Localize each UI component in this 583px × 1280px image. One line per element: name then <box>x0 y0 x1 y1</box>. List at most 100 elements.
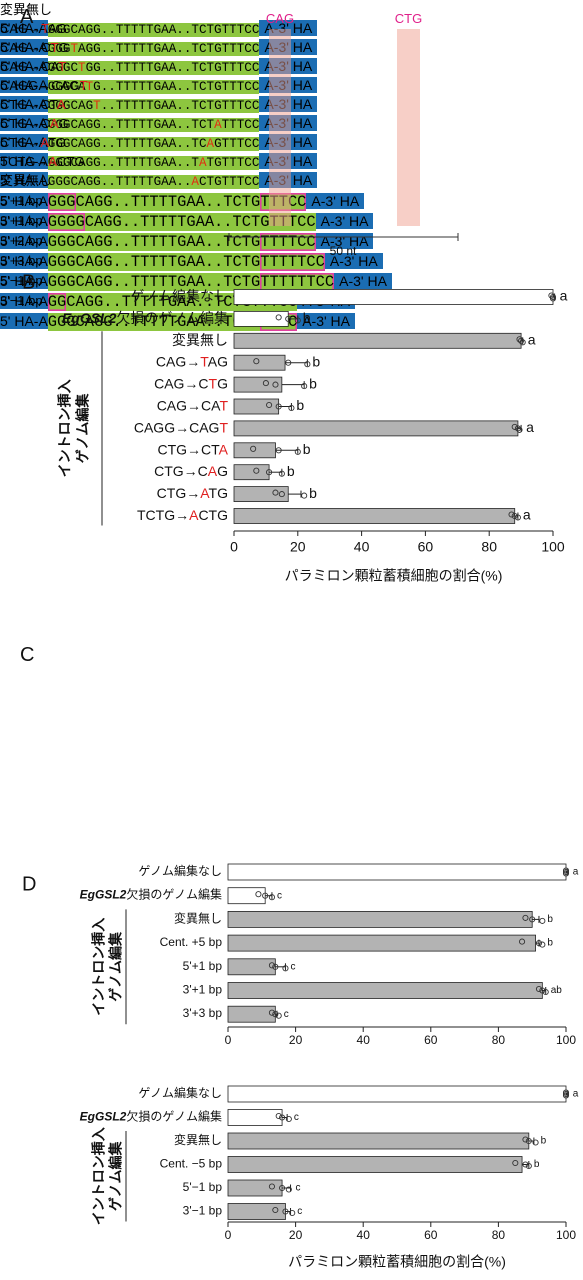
data-point <box>279 1184 286 1192</box>
x-tick-label: 0 <box>225 1228 232 1242</box>
sequence-row: 3'+3 bp 5' HA-AGGGCAGG..TTTTTGAA..TCTGTTT… <box>0 251 583 291</box>
category-label: EgGSL2欠損のゲノム編集 <box>62 310 228 326</box>
row-name: 5'−1 bp <box>0 273 43 288</box>
panel-label: C <box>20 644 35 666</box>
sequence: 5' HA-AGGGCAGG..TTTTTGAA..TCTGTTTCC A-3' … <box>0 191 583 211</box>
sequence-part: A <box>191 175 199 189</box>
significance-letter: a <box>526 419 534 435</box>
sequence-part: GGGCAGG..TTTTTGAA..TC <box>47 137 207 151</box>
sequence-part: GGGCA <box>47 80 86 94</box>
category-label-part: 3'+1 bp <box>183 983 223 997</box>
row-name-part: CTG→CT <box>0 97 57 112</box>
insert-region: GGGCATG..TTTTTGAA..TCTGTTTCC <box>47 80 260 94</box>
data-point <box>275 403 282 410</box>
data-point <box>272 381 279 388</box>
homology-arm-left: 5' HA-A <box>0 233 48 249</box>
scale-bar: 50 nt <box>228 233 459 258</box>
significance-letter: c <box>297 1206 302 1217</box>
data-point <box>294 317 301 324</box>
category-label-part: EgGSL2 <box>80 1110 127 1124</box>
error-bar <box>275 963 286 971</box>
error-bar <box>532 915 540 923</box>
data-point <box>514 514 521 521</box>
row-name-part: CAG→CA <box>0 59 59 74</box>
bar <box>227 982 543 999</box>
category-label: EgGSL2欠損のゲノム編集 <box>80 1109 222 1124</box>
scale-label: 50 nt <box>330 244 357 258</box>
insert-region: GGGCAGG..TTTTTGAA..TATGTTTCC <box>47 156 260 170</box>
significance-letter: b <box>547 938 553 949</box>
category-label-part: A <box>189 507 199 523</box>
data-point <box>285 1186 292 1193</box>
insert-region: GGGCAGG..TTTTTGAA..TCTGTTTCC <box>47 23 260 37</box>
data-point <box>288 404 295 412</box>
sequence-part: GGGCAGG..TTTTTGAA..TCTG <box>47 233 261 251</box>
data-point <box>282 1208 289 1215</box>
data-point <box>539 917 546 924</box>
insert-region: GGGGCAGG..TTTTTGAA..TCTGTTTCC <box>47 213 316 231</box>
category-label-part: CTG <box>198 507 228 523</box>
data-point <box>268 962 275 969</box>
significance-letter: b <box>547 914 553 925</box>
sequence-part: TGTTTCC <box>206 156 260 170</box>
sequence-part: GG <box>47 293 67 311</box>
sequence-row: CTG→CTA 5' HA-AGGGCAGG..TTTTTGAA..TCTATTT… <box>0 95 583 132</box>
data-point <box>262 380 269 387</box>
category-label-part: ゲノム編集なし <box>138 863 222 878</box>
category-label: 3'−1 bp <box>183 1204 223 1218</box>
sequence-part: GGGCAGG..TTTTTGAA..TCTGTTTCC <box>47 23 260 37</box>
category-label-part: CTG→C <box>154 463 208 479</box>
data-point <box>253 467 260 474</box>
row-name-part: TCTG→ <box>0 154 49 169</box>
sequence-part: CAGG..TTTTTGAA..TCTGTTTCC <box>84 213 316 231</box>
data-point <box>519 938 526 945</box>
row-name-part: CAG→ <box>0 21 42 36</box>
category-label: Cent. −5 bp <box>160 1157 223 1171</box>
sequence-part: CAGG..TTTTTGAA..TCTG <box>75 193 261 211</box>
homology-arm-left: 5' HA-A <box>0 96 48 112</box>
homology-arm-left: 5' HA-A <box>0 153 48 169</box>
category-label-part: CAG→C <box>154 375 208 391</box>
sequence: 5' HA-AGGGTAGG..TTTTTGAA..TCTGTTTCC A-3' … <box>0 38 583 57</box>
significance-letter: b <box>534 1159 540 1170</box>
data-point <box>285 1115 292 1123</box>
bar <box>233 310 289 327</box>
data-point <box>266 401 273 409</box>
data-point <box>522 1161 529 1168</box>
panel-label: A <box>20 6 34 28</box>
category-label-part: Cent. +5 bp <box>160 935 223 949</box>
homology-arm-left: 5' HA-A <box>0 20 48 36</box>
category-label: 5'−1 bp <box>183 1180 223 1194</box>
homology-arm-left: 5' HA-A <box>0 213 48 229</box>
sequence-part: ..TTTTTGAA..TCTGTTTCC <box>100 99 260 113</box>
row-name: CTG→CTA <box>0 95 583 114</box>
category-label-part: A <box>200 485 210 501</box>
row-name-part: CTG→C <box>0 116 50 131</box>
insert-region: GGGCTGG..TTTTTGAA..TCTGTTTCC <box>47 61 260 75</box>
x-tick-label: 60 <box>424 1228 438 1242</box>
row-name-part: CAGG→CAG <box>0 78 80 93</box>
bar-chart: ゲノム編集なし a EgGSL2欠損のゲノム編集 c 変異無し b Cent. −5 bp b… <box>80 1085 579 1270</box>
group-label: イントロン挿入 <box>91 918 107 1016</box>
bar <box>227 911 533 928</box>
row-name-part: T <box>79 78 88 93</box>
category-label: CTG→CAG <box>154 463 228 479</box>
x-tick-label: 100 <box>556 1033 576 1047</box>
x-tick-label: 40 <box>354 539 370 555</box>
homology-arm-left: 5' HA-A <box>0 77 48 93</box>
bar <box>227 1005 276 1023</box>
category-label: 3'+3 bp <box>183 1006 223 1020</box>
bar <box>233 420 519 437</box>
data-point <box>511 423 518 430</box>
data-point <box>275 1012 282 1019</box>
significance-letter: b <box>296 397 304 413</box>
data-point <box>562 1092 570 1099</box>
sequence: 5' HA-AGGGCAGG..TTTTTGAA..TCTATTTCC A-3' … <box>0 114 583 133</box>
row-name-part: A <box>48 154 58 169</box>
significance-letter: a <box>560 288 568 304</box>
data-point <box>272 1011 279 1018</box>
bar <box>233 332 522 349</box>
homology-arm-right: A-3' HA <box>306 193 365 209</box>
data-point <box>542 988 549 996</box>
